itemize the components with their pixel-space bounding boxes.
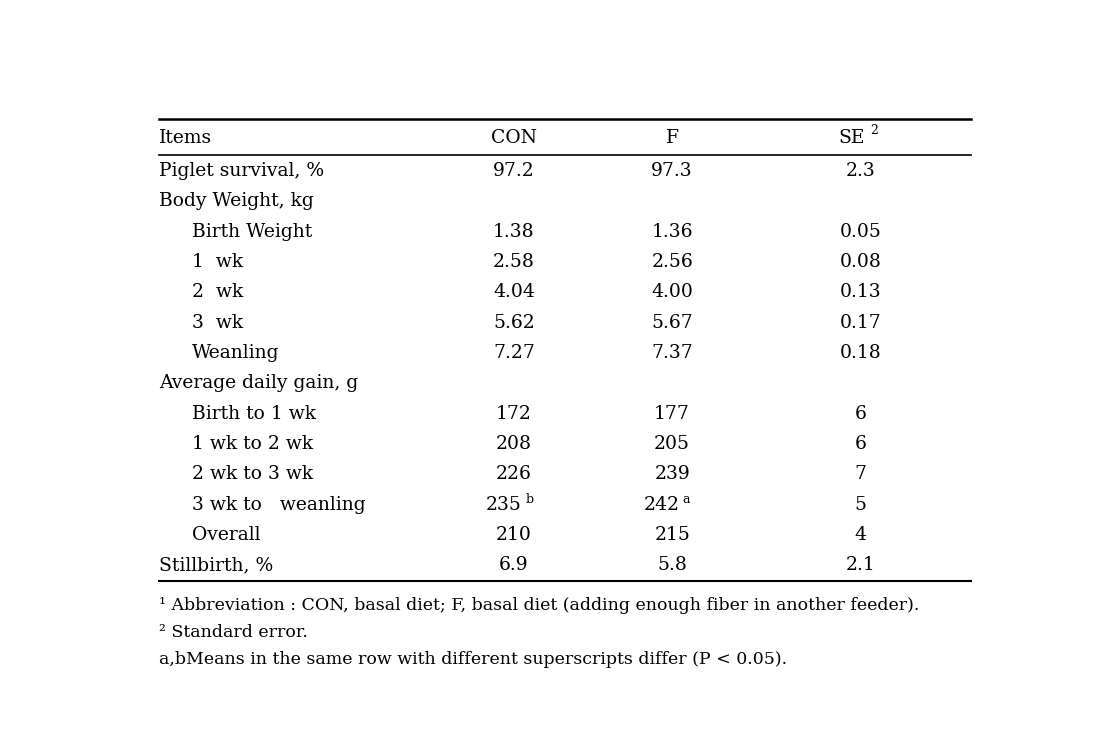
- Text: 7: 7: [854, 465, 866, 483]
- Text: 2.3: 2.3: [845, 162, 875, 180]
- Text: 208: 208: [496, 435, 532, 453]
- Text: 1.36: 1.36: [652, 223, 693, 241]
- Text: 0.18: 0.18: [839, 344, 881, 362]
- Text: 5.67: 5.67: [651, 314, 693, 331]
- Text: 2.58: 2.58: [493, 253, 535, 271]
- Text: 2.56: 2.56: [651, 253, 693, 271]
- Text: 239: 239: [654, 465, 690, 483]
- Text: 97.3: 97.3: [652, 162, 693, 180]
- Text: Piglet survival, %: Piglet survival, %: [159, 162, 324, 180]
- Text: Overall: Overall: [192, 526, 260, 544]
- Text: ² Standard error.: ² Standard error.: [159, 624, 308, 642]
- Text: 2: 2: [870, 124, 878, 137]
- Text: Birth to 1 wk: Birth to 1 wk: [192, 404, 315, 423]
- Text: Birth Weight: Birth Weight: [192, 223, 312, 241]
- Text: 4.00: 4.00: [651, 283, 693, 301]
- Text: b: b: [525, 493, 534, 506]
- Text: Weanling: Weanling: [192, 344, 279, 362]
- Text: 0.08: 0.08: [839, 253, 881, 271]
- Text: CON: CON: [491, 128, 537, 147]
- Text: 2 wk to 3 wk: 2 wk to 3 wk: [192, 465, 313, 483]
- Text: 210: 210: [496, 526, 532, 544]
- Text: 5.62: 5.62: [493, 314, 535, 331]
- Text: 172: 172: [496, 404, 532, 423]
- Text: Items: Items: [159, 128, 213, 147]
- Text: Stillbirth, %: Stillbirth, %: [159, 556, 274, 575]
- Text: 205: 205: [654, 435, 690, 453]
- Text: 177: 177: [654, 404, 690, 423]
- Text: 235: 235: [485, 496, 522, 514]
- Text: 6: 6: [854, 404, 866, 423]
- Text: 5: 5: [854, 496, 866, 514]
- Text: 242: 242: [644, 496, 679, 514]
- Text: 5.8: 5.8: [657, 556, 687, 575]
- Text: 0.13: 0.13: [839, 283, 881, 301]
- Text: 97.2: 97.2: [493, 162, 535, 180]
- Text: ¹ Abbreviation : CON, basal diet; F, basal diet (adding enough fiber in another : ¹ Abbreviation : CON, basal diet; F, bas…: [159, 597, 920, 615]
- Text: 3  wk: 3 wk: [192, 314, 243, 331]
- Text: 3 wk to   weanling: 3 wk to weanling: [192, 496, 365, 514]
- Text: a: a: [682, 493, 689, 506]
- Text: 2.1: 2.1: [845, 556, 875, 575]
- Text: 6.9: 6.9: [500, 556, 528, 575]
- Text: 6: 6: [854, 435, 866, 453]
- Text: F: F: [665, 128, 678, 147]
- Text: 0.05: 0.05: [839, 223, 881, 241]
- Text: 1  wk: 1 wk: [192, 253, 243, 271]
- Text: a,bMeans in the same row with different superscripts differ (P < 0.05).: a,bMeans in the same row with different …: [159, 651, 788, 669]
- Text: 215: 215: [654, 526, 690, 544]
- Text: 2  wk: 2 wk: [192, 283, 243, 301]
- Text: Body Weight, kg: Body Weight, kg: [159, 192, 314, 210]
- Text: 0.17: 0.17: [839, 314, 881, 331]
- Text: SE: SE: [838, 128, 865, 147]
- Text: 226: 226: [496, 465, 532, 483]
- Text: 1 wk to 2 wk: 1 wk to 2 wk: [192, 435, 313, 453]
- Text: Average daily gain, g: Average daily gain, g: [159, 374, 358, 392]
- Text: 7.27: 7.27: [493, 344, 535, 362]
- Text: 4: 4: [854, 526, 866, 544]
- Text: 1.38: 1.38: [493, 223, 535, 241]
- Text: 4.04: 4.04: [493, 283, 535, 301]
- Text: 7.37: 7.37: [651, 344, 693, 362]
